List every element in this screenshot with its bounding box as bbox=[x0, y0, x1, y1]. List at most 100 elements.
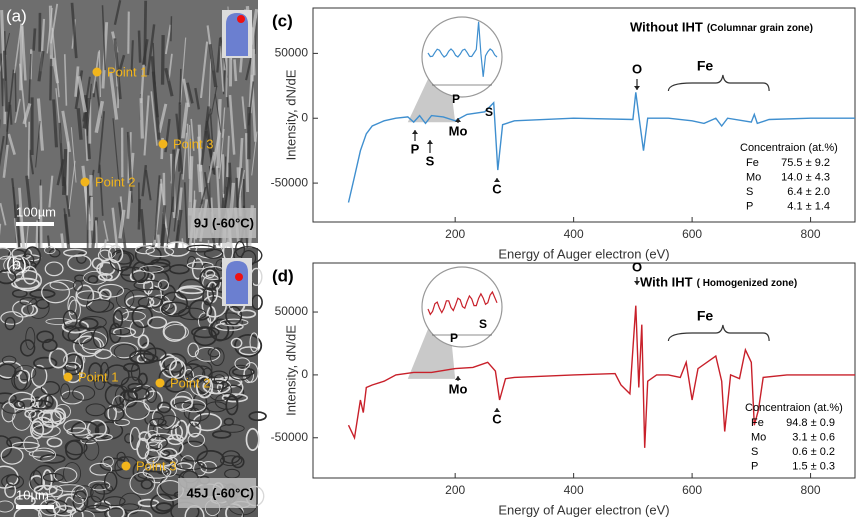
texture bbox=[21, 23, 22, 90]
table-value: 0.6 ± 0.2 bbox=[792, 446, 835, 458]
table-key: Fe bbox=[751, 417, 764, 429]
texture bbox=[64, 149, 66, 195]
texture bbox=[235, 59, 236, 81]
y-tick-label: 50000 bbox=[275, 304, 309, 318]
panel-label: (c) bbox=[272, 11, 293, 30]
arrow-head bbox=[455, 376, 461, 380]
annotation: Fe bbox=[697, 58, 714, 74]
point-label: Point 1 bbox=[78, 369, 118, 384]
y-tick-label: 50000 bbox=[275, 46, 309, 60]
arrow-head bbox=[412, 130, 418, 134]
texture bbox=[67, 142, 68, 196]
y-tick-label: -50000 bbox=[271, 430, 309, 444]
x-tick-label: 600 bbox=[682, 483, 702, 497]
title: Without IHT(Columnar grain zone) bbox=[630, 19, 813, 34]
texture bbox=[10, 105, 11, 125]
texture bbox=[15, 66, 16, 111]
subtitle: ( Homogenized zone) bbox=[697, 278, 798, 289]
y-tick-label: 0 bbox=[301, 110, 308, 124]
annotation: P bbox=[411, 141, 420, 156]
point-label: Point 3 bbox=[136, 458, 176, 473]
inset-label: P bbox=[450, 331, 458, 345]
texture bbox=[163, 35, 164, 85]
point-label: Point 2 bbox=[170, 375, 210, 390]
texture bbox=[253, 27, 255, 75]
table-key: Mo bbox=[746, 171, 761, 183]
y-axis-label: Intensity, dN/dE bbox=[283, 325, 298, 416]
caption: 45J (-60°C) bbox=[187, 485, 254, 500]
point-marker bbox=[159, 140, 168, 149]
inset-label: P bbox=[452, 92, 460, 106]
table-value: 75.5 ± 9.2 bbox=[781, 157, 830, 169]
x-tick-label: 200 bbox=[445, 483, 465, 497]
table-key: Mo bbox=[751, 431, 766, 443]
subtitle: (Columnar grain zone) bbox=[707, 23, 813, 34]
annotation: C bbox=[492, 181, 502, 196]
point-marker bbox=[93, 68, 102, 77]
annotation: Fe bbox=[697, 308, 714, 324]
point-label: Point 2 bbox=[95, 174, 135, 189]
texture bbox=[139, 199, 140, 230]
arrow-head bbox=[494, 408, 500, 412]
panel-label: (d) bbox=[272, 266, 294, 285]
x-tick-label: 800 bbox=[801, 483, 821, 497]
annotation: Mo bbox=[449, 123, 468, 138]
arrow-head bbox=[634, 86, 640, 90]
texture bbox=[139, 31, 140, 63]
texture bbox=[34, 28, 35, 50]
texture bbox=[5, 51, 7, 112]
x-tick-label: 800 bbox=[801, 227, 821, 241]
point-marker bbox=[81, 178, 90, 187]
panel-label: (a) bbox=[6, 6, 27, 25]
point-label: Point 3 bbox=[173, 136, 213, 151]
texture bbox=[190, 156, 192, 215]
table-title: Concentraion (at.%) bbox=[745, 402, 843, 414]
point-marker bbox=[156, 379, 165, 388]
table-value: 1.5 ± 0.3 bbox=[792, 460, 835, 472]
table-key: P bbox=[751, 460, 758, 472]
title: With IHT( Homogenized zone) bbox=[640, 274, 797, 289]
table-value: 3.1 ± 0.6 bbox=[792, 431, 835, 443]
point-label: Point 1 bbox=[107, 64, 147, 79]
x-axis-label: Energy of Auger electron (eV) bbox=[498, 502, 669, 517]
x-tick-label: 400 bbox=[564, 227, 584, 241]
scale-label: 100µm bbox=[16, 204, 56, 219]
table-value: 6.4 ± 2.0 bbox=[787, 186, 830, 198]
table-value: 4.1 ± 1.4 bbox=[787, 200, 830, 212]
inset-dot bbox=[237, 15, 245, 23]
scale-bar bbox=[16, 222, 54, 226]
caption: 9J (-60°C) bbox=[194, 215, 254, 230]
y-axis-label: Intensity, dN/dE bbox=[283, 69, 298, 160]
y-tick-label: 0 bbox=[301, 367, 308, 381]
texture bbox=[180, 69, 181, 104]
plot-frame bbox=[313, 8, 855, 222]
annotation: S bbox=[426, 153, 435, 168]
x-axis-label: Energy of Auger electron (eV) bbox=[498, 246, 669, 261]
panel-label: (b) bbox=[6, 254, 27, 273]
inset-dot bbox=[235, 273, 243, 281]
texture bbox=[50, 59, 51, 101]
table-key: P bbox=[746, 200, 753, 212]
table-value: 94.8 ± 0.9 bbox=[786, 417, 835, 429]
table-value: 14.0 ± 4.3 bbox=[781, 171, 830, 183]
inset-label: S bbox=[479, 317, 487, 331]
y-tick-label: -50000 bbox=[271, 175, 309, 189]
point-marker bbox=[64, 373, 73, 382]
point-marker bbox=[122, 462, 131, 471]
scale-bar bbox=[16, 505, 54, 509]
annotation: Mo bbox=[449, 381, 468, 396]
table-key: S bbox=[746, 186, 753, 198]
texture bbox=[141, 98, 142, 138]
arrow-head bbox=[494, 178, 500, 182]
inset-shape bbox=[226, 261, 248, 304]
arrow-head bbox=[427, 140, 433, 144]
x-tick-label: 400 bbox=[564, 483, 584, 497]
table-key: S bbox=[751, 446, 758, 458]
x-tick-label: 600 bbox=[682, 227, 702, 241]
table-title: Concentraion (at.%) bbox=[740, 142, 838, 154]
table-key: Fe bbox=[746, 157, 759, 169]
inset-label: S bbox=[485, 105, 493, 119]
texture bbox=[171, 16, 172, 41]
scale-label: 10µm bbox=[16, 487, 49, 502]
